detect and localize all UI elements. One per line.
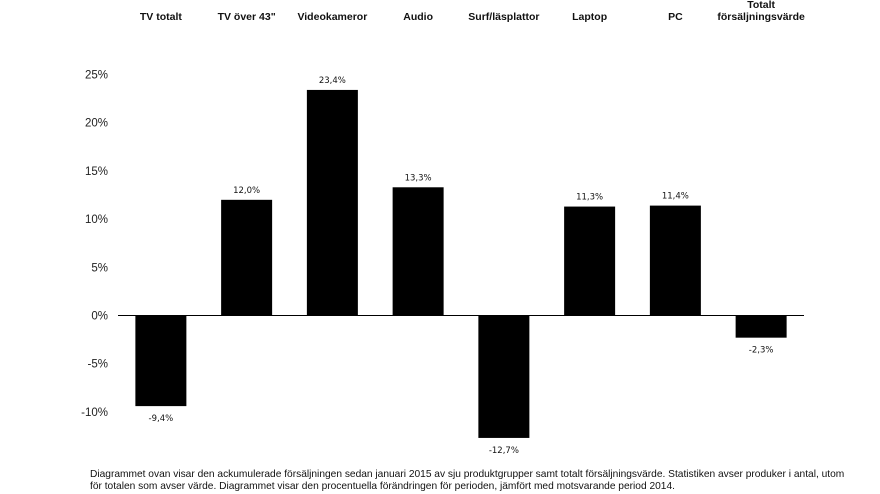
y-tick-label: 0% <box>91 311 108 323</box>
category-label: TV över 43" <box>218 11 276 23</box>
y-tick-label: -10% <box>81 407 108 419</box>
data-label: -9,4% <box>149 414 174 424</box>
data-label: 12,0% <box>233 186 260 196</box>
category-label: försäljningsvärde <box>717 11 805 23</box>
caption-line-1: Diagrammet ovan visar den ackumulerade f… <box>90 469 845 480</box>
y-tick-label: -5% <box>88 359 108 371</box>
bar <box>735 315 787 338</box>
category-label: TV totalt <box>140 11 182 23</box>
data-label: -2,3% <box>749 346 774 356</box>
data-label: -12,7% <box>489 446 519 456</box>
bar <box>135 315 187 407</box>
bar-chart: 25% 20% 15% 10% 5% 0% -5% -10% -9,4% 12,0% 23,4% 13… <box>81 0 805 456</box>
y-tick-label: 15% <box>85 166 108 178</box>
bar <box>392 187 444 316</box>
bar <box>306 89 358 316</box>
category-label: Audio <box>403 11 433 23</box>
category-label: PC <box>668 11 683 23</box>
y-tick-label: 5% <box>91 262 108 274</box>
bar <box>221 199 273 316</box>
data-label: 13,3% <box>405 173 432 183</box>
data-label: 11,3% <box>576 193 603 203</box>
caption-line-2: för totalen som avser värde. Diagrammet … <box>90 481 675 492</box>
y-tick-label: 10% <box>85 214 108 226</box>
data-label: 23,4% <box>319 76 346 86</box>
data-label: 11,4% <box>662 192 689 202</box>
category-label: Videokameror <box>297 11 367 23</box>
y-tick-label: 25% <box>85 70 108 82</box>
category-label: Totalt <box>747 0 775 11</box>
bar <box>649 205 701 316</box>
bar <box>564 206 616 316</box>
chart-caption: Diagrammet ovan visar den ackumulerade f… <box>90 469 850 493</box>
category-label: Surf/läsplattor <box>468 11 539 23</box>
y-tick-label: 20% <box>85 118 108 130</box>
category-label: Laptop <box>572 11 607 23</box>
bar <box>478 315 530 438</box>
